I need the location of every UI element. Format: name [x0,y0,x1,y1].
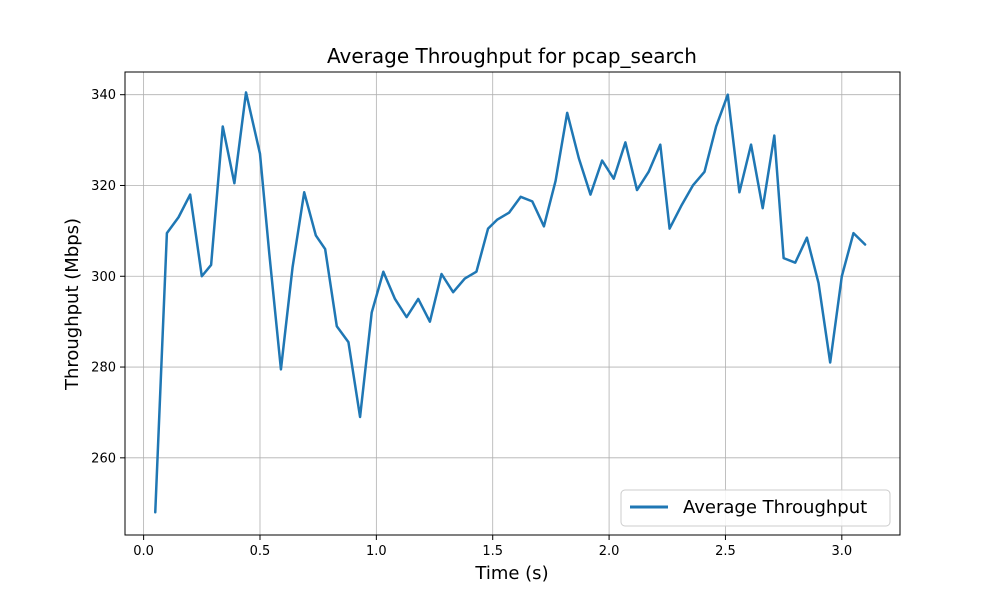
x-tick-label: 3.0 [831,544,852,559]
series-line-average-throughput [154,91,867,514]
x-tick-label: 0.5 [250,544,271,559]
legend-label: Average Throughput [683,497,867,518]
series-layer [154,91,867,514]
x-tick-label: 0.0 [133,544,154,559]
grid-layer [125,72,900,535]
x-axis-label: Time (s) [474,563,548,584]
y-tick-label: 280 [91,361,116,376]
x-tick-label: 1.5 [482,544,503,559]
chart-title: Average Throughput for pcap_search [327,44,697,68]
x-tick-label: 2.5 [715,544,736,559]
x-tick-label: 1.0 [366,544,387,559]
legend: Average Throughput [620,489,891,527]
y-axis-label: Throughput (Mbps) [62,218,83,391]
axes-layer [124,71,901,536]
y-tick-label: 320 [91,179,116,194]
y-tick-label: 340 [91,88,116,103]
plot-frame [124,71,901,536]
x-tick-label: 2.0 [599,544,620,559]
y-tick-label: 300 [91,270,116,285]
ticks-layer: 0.0 0.5 1.0 1.5 2.0 2.5 3.0 260 280 300 320 340 [91,88,852,559]
legend-box [620,489,891,527]
y-tick-label: 260 [91,451,116,466]
